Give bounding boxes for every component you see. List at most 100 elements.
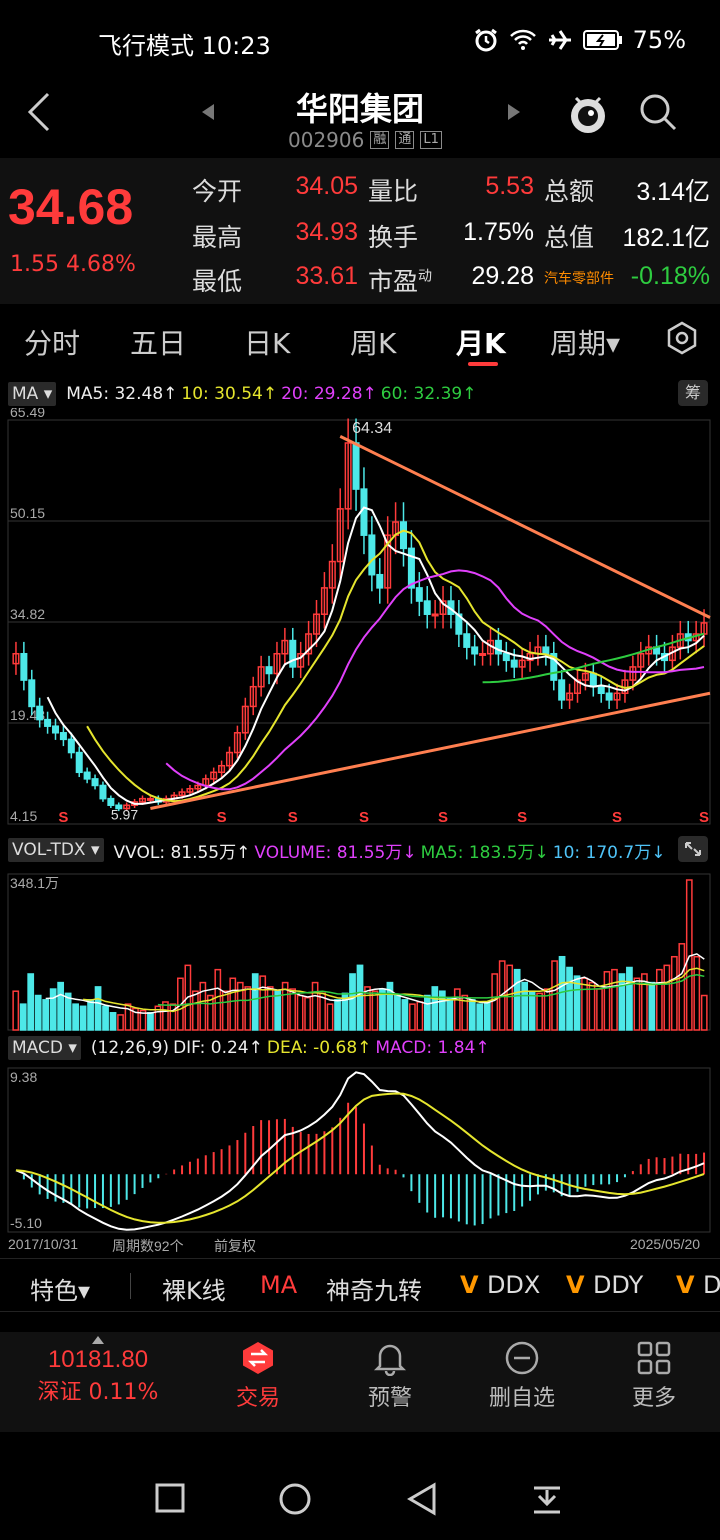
- volume-bar: [581, 977, 588, 1031]
- candle: [479, 652, 487, 656]
- back-nav-icon[interactable]: [406, 1482, 438, 1516]
- candle: [281, 639, 289, 655]
- indicator-ma[interactable]: MA: [260, 1271, 298, 1299]
- macd-legend: MACD ▾ (12,26,9) DIF: 0.24↑ DEA: -0.68↑ …: [0, 1034, 490, 1062]
- keyboard-down-icon[interactable]: [530, 1482, 564, 1516]
- volume-bar: [281, 981, 289, 1031]
- volume-bar: [693, 955, 701, 1031]
- divider: [130, 1273, 131, 1299]
- volume-bar: [483, 1001, 491, 1031]
- status-bar: 飞行模式 10:23 75%: [0, 0, 720, 84]
- x-end-date: 2025/05/20: [630, 1236, 701, 1252]
- candle: [257, 666, 265, 688]
- nav-remove-watch-label: 删自选: [488, 1386, 555, 1411]
- system-nav: [0, 1440, 720, 1540]
- macd-chart[interactable]: 9.38 -5.10: [0, 1064, 720, 1234]
- volume-bar: [27, 973, 35, 1031]
- dea-value: DEA: -0.68↑: [266, 1038, 372, 1058]
- high-label: 最高: [192, 223, 243, 252]
- volume-bar: [64, 992, 72, 1031]
- volume-ratio-value: 5.53: [485, 172, 534, 200]
- trade-icon: [243, 1342, 273, 1374]
- chips-button[interactable]: 筹: [678, 380, 708, 406]
- nav-remove-watch[interactable]: 删自选: [462, 1332, 582, 1412]
- tab-period-dropdown[interactable]: 周期▾: [550, 327, 621, 360]
- tab-five-day[interactable]: 五日: [130, 327, 187, 360]
- ma-selector[interactable]: MA ▾: [8, 382, 57, 406]
- nav-trade[interactable]: 交易: [198, 1332, 318, 1412]
- candle: [637, 652, 645, 668]
- candle: [265, 666, 273, 675]
- candle: [431, 613, 439, 617]
- volume-bar: [162, 1001, 169, 1031]
- indicator-featured[interactable]: 特色▾: [30, 1277, 91, 1305]
- tab-monthly-k[interactable]: 月K: [456, 327, 506, 360]
- vol-legend: VOL-TDX ▾ VVOL: 81.55万↑ VOLUME: 81.55万↓ …: [0, 836, 665, 864]
- home-icon[interactable]: [278, 1482, 312, 1516]
- connect-badge: 通: [395, 131, 415, 149]
- index-value: 10181.80: [47, 1346, 149, 1373]
- indicator-more[interactable]: V D: [676, 1271, 720, 1299]
- volume-chart[interactable]: 348.1万: [0, 866, 720, 1032]
- dea-line: [15, 1092, 705, 1224]
- macd-selector[interactable]: MACD ▾: [8, 1036, 81, 1060]
- vol-selector[interactable]: VOL-TDX ▾: [8, 838, 104, 862]
- volume-bar: [221, 990, 229, 1031]
- trend-line-upper: [339, 435, 711, 619]
- back-arrow-icon[interactable]: [24, 90, 54, 134]
- volume-bar: [356, 964, 364, 1031]
- volume-bar: [102, 1005, 109, 1031]
- search-icon[interactable]: [638, 92, 678, 132]
- sector-label[interactable]: 汽车零部件: [544, 271, 614, 287]
- tab-intraday[interactable]: 分时: [24, 327, 81, 360]
- volume-bar: [214, 968, 222, 1031]
- volume-bar: [169, 1003, 177, 1031]
- volume-bar: [618, 973, 626, 1031]
- tab-daily-k[interactable]: 日K: [244, 327, 291, 360]
- mascot-icon[interactable]: [566, 88, 610, 136]
- settings-icon[interactable]: [664, 320, 700, 356]
- candle: [581, 672, 589, 681]
- candle: [368, 534, 376, 576]
- chart-area[interactable]: MA ▾ MA5: 32.48↑ 10: 30.54↑ 20: 29.28↑ 6…: [0, 376, 720, 1256]
- candle: [91, 778, 99, 787]
- expand-button[interactable]: [678, 836, 708, 862]
- candle: [439, 600, 447, 615]
- volume-bar: [72, 1003, 79, 1031]
- volume-bar: [87, 999, 94, 1031]
- vvol-value: VVOL: 81.55万↑: [113, 842, 251, 863]
- volume-bar: [139, 1009, 147, 1031]
- expand-icon: [685, 842, 701, 856]
- volume-bar: [506, 964, 514, 1031]
- recent-apps-icon[interactable]: [154, 1482, 186, 1514]
- y-tick-label: 9.38: [10, 1069, 37, 1085]
- ma5-line: [46, 506, 705, 805]
- volume-bar: [596, 988, 603, 1031]
- candle: [597, 685, 605, 695]
- candle: [59, 732, 67, 741]
- volume-bar: [551, 960, 558, 1031]
- indicator-td9[interactable]: 神奇九转: [326, 1277, 422, 1305]
- indicator-naked-k[interactable]: 裸K线: [162, 1277, 226, 1305]
- nav-alert[interactable]: 预警: [330, 1332, 450, 1412]
- next-stock-icon[interactable]: [506, 102, 522, 122]
- nav-more[interactable]: 更多: [594, 1332, 714, 1412]
- amount-value: 3.14亿: [636, 178, 710, 206]
- tab-weekly-k[interactable]: 周K: [350, 327, 397, 360]
- volume-bar: [543, 988, 551, 1031]
- volume-bar: [648, 981, 656, 1031]
- candle: [178, 791, 186, 797]
- indicator-ddy[interactable]: V DDY: [566, 1271, 644, 1299]
- candle: [336, 508, 344, 563]
- low-annotation: 5.97: [111, 807, 138, 823]
- candle: [494, 639, 502, 655]
- ma20-value: 20: 29.28↑: [281, 384, 377, 404]
- dif-line: [15, 1071, 705, 1231]
- low-label: 最低: [192, 267, 243, 296]
- index-ticker[interactable]: 10181.80 深证 0.11%: [36, 1332, 160, 1406]
- prev-stock-icon[interactable]: [200, 102, 216, 122]
- candle: [28, 679, 36, 708]
- bell-icon: [373, 1344, 407, 1376]
- indicator-ddx[interactable]: V DDX: [460, 1271, 541, 1299]
